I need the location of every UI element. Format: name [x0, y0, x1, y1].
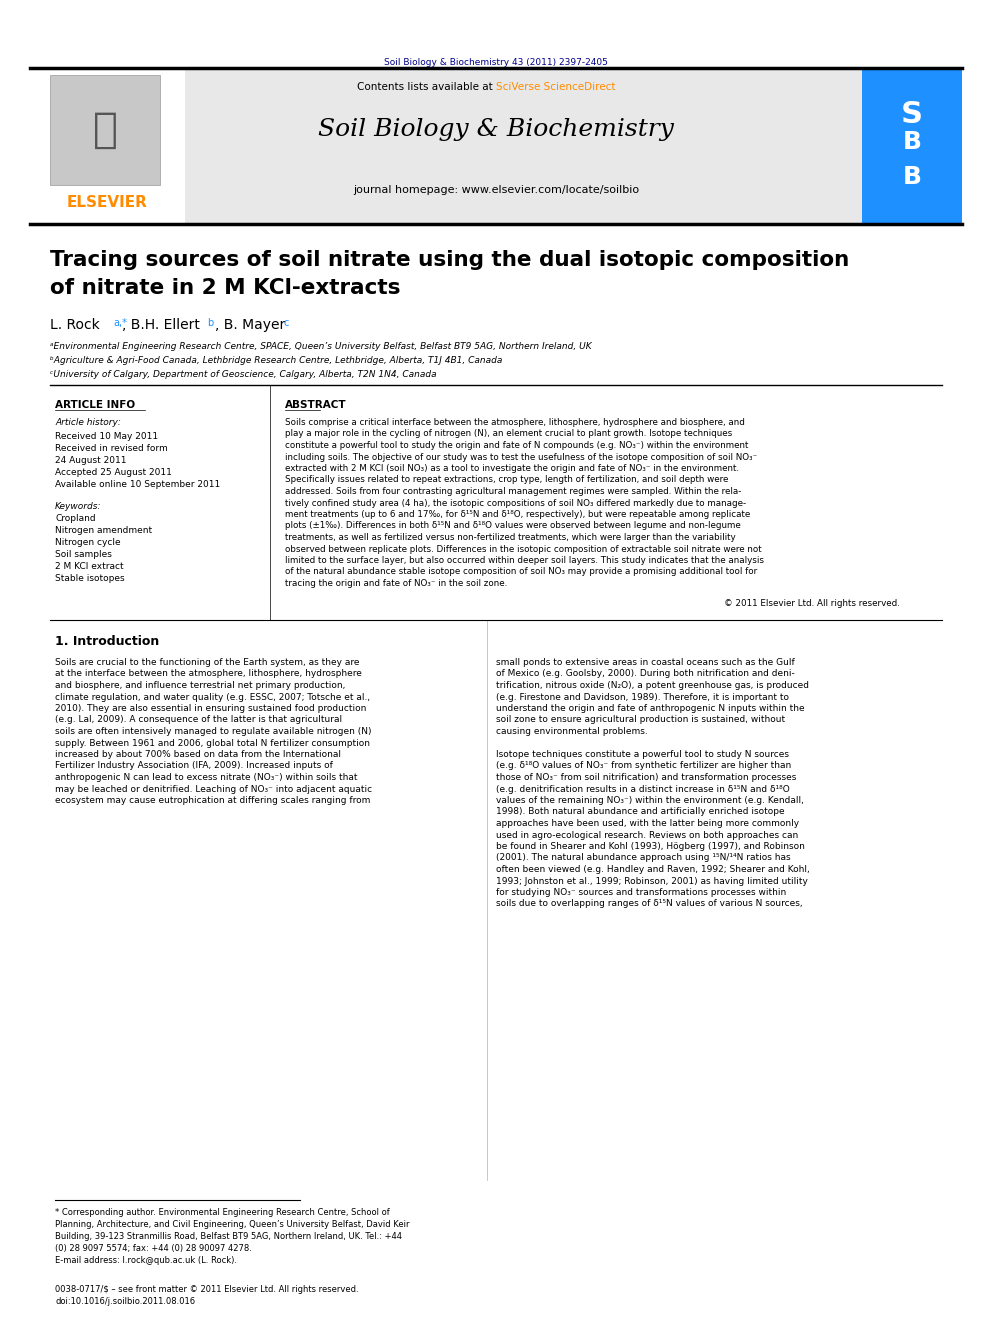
Text: Nitrogen amendment: Nitrogen amendment	[55, 527, 152, 534]
Text: L. Rock: L. Rock	[50, 318, 100, 332]
Text: , B.H. Ellert: , B.H. Ellert	[122, 318, 199, 332]
Text: journal homepage: www.elsevier.com/locate/soilbio: journal homepage: www.elsevier.com/locat…	[353, 185, 639, 194]
Text: Soil samples: Soil samples	[55, 550, 112, 560]
Text: small ponds to extensive areas in coastal oceans such as the Gulf: small ponds to extensive areas in coasta…	[496, 658, 795, 667]
Text: Keywords:: Keywords:	[55, 501, 101, 511]
Text: limited to the surface layer, but also occurred within deeper soil layers. This : limited to the surface layer, but also o…	[285, 556, 764, 565]
Text: © 2011 Elsevier Ltd. All rights reserved.: © 2011 Elsevier Ltd. All rights reserved…	[724, 598, 900, 607]
Text: Stable isotopes: Stable isotopes	[55, 574, 125, 583]
Text: ARTICLE INFO: ARTICLE INFO	[55, 400, 135, 410]
Text: ᵃEnvironmental Engineering Research Centre, SPACE, Queen’s University Belfast, B: ᵃEnvironmental Engineering Research Cent…	[50, 343, 591, 351]
Text: Contents lists available at: Contents lists available at	[357, 82, 496, 93]
Text: soils are often intensively managed to regulate available nitrogen (N): soils are often intensively managed to r…	[55, 728, 371, 736]
Text: 🌳: 🌳	[92, 108, 117, 151]
Text: Accepted 25 August 2011: Accepted 25 August 2011	[55, 468, 172, 478]
Text: Soil Biology & Biochemistry: Soil Biology & Biochemistry	[318, 118, 674, 142]
Text: (0) 28 9097 5574; fax: +44 (0) 28 90097 4278.: (0) 28 9097 5574; fax: +44 (0) 28 90097 …	[55, 1244, 252, 1253]
Text: a,*: a,*	[113, 318, 127, 328]
Text: Received 10 May 2011: Received 10 May 2011	[55, 433, 158, 441]
Text: play a major role in the cycling of nitrogen (N), an element crucial to plant gr: play a major role in the cycling of nitr…	[285, 430, 732, 438]
Text: increased by about 700% based on data from the International: increased by about 700% based on data fr…	[55, 750, 341, 759]
Text: (e.g. Firestone and Davidson, 1989). Therefore, it is important to: (e.g. Firestone and Davidson, 1989). The…	[496, 692, 789, 701]
Text: 1. Introduction: 1. Introduction	[55, 635, 160, 648]
FancyBboxPatch shape	[30, 69, 185, 224]
Text: ELSEVIER: ELSEVIER	[66, 194, 148, 210]
Text: treatments, as well as fertilized versus non-fertilized treatments, which were l: treatments, as well as fertilized versus…	[285, 533, 736, 542]
FancyBboxPatch shape	[862, 69, 962, 224]
Text: SciVerse ScienceDirect: SciVerse ScienceDirect	[496, 82, 615, 93]
Text: ABSTRACT: ABSTRACT	[285, 400, 346, 410]
Text: 1993; Johnston et al., 1999; Robinson, 2001) as having limited utility: 1993; Johnston et al., 1999; Robinson, 2…	[496, 877, 807, 885]
Text: b: b	[207, 318, 213, 328]
Text: 24 August 2011: 24 August 2011	[55, 456, 127, 464]
Text: constitute a powerful tool to study the origin and fate of N compounds (e.g. NO₃: constitute a powerful tool to study the …	[285, 441, 748, 450]
Text: plots (±1‰). Differences in both δ¹⁵N and δ¹⁸O values were observed between legu: plots (±1‰). Differences in both δ¹⁵N an…	[285, 521, 741, 531]
Text: Fertilizer Industry Association (IFA, 2009). Increased inputs of: Fertilizer Industry Association (IFA, 20…	[55, 762, 333, 770]
Text: Received in revised form: Received in revised form	[55, 445, 168, 452]
Text: (e.g. denitrification results in a distinct increase in δ¹⁵N and δ¹⁸O: (e.g. denitrification results in a disti…	[496, 785, 790, 794]
Text: B: B	[903, 130, 922, 153]
Text: 0038-0717/$ – see front matter © 2011 Elsevier Ltd. All rights reserved.: 0038-0717/$ – see front matter © 2011 El…	[55, 1285, 359, 1294]
Text: and biosphere, and influence terrestrial net primary production,: and biosphere, and influence terrestrial…	[55, 681, 345, 691]
Text: Article history:: Article history:	[55, 418, 121, 427]
Text: of Mexico (e.g. Goolsby, 2000). During both nitrification and deni-: of Mexico (e.g. Goolsby, 2000). During b…	[496, 669, 795, 679]
Text: (e.g. Lal, 2009). A consequence of the latter is that agricultural: (e.g. Lal, 2009). A consequence of the l…	[55, 716, 342, 725]
Text: Available online 10 September 2011: Available online 10 September 2011	[55, 480, 220, 490]
Text: c: c	[283, 318, 289, 328]
Text: approaches have been used, with the latter being more commonly: approaches have been used, with the latt…	[496, 819, 800, 828]
Text: including soils. The objective of our study was to test the usefulness of the is: including soils. The objective of our st…	[285, 452, 757, 462]
Text: extracted with 2 M KCl (soil NO₃) as a tool to investigate the origin and fate o: extracted with 2 M KCl (soil NO₃) as a t…	[285, 464, 739, 474]
Text: supply. Between 1961 and 2006, global total N fertilizer consumption: supply. Between 1961 and 2006, global to…	[55, 738, 370, 747]
Text: of the natural abundance stable isotope composition of soil NO₃ may provide a pr: of the natural abundance stable isotope …	[285, 568, 757, 577]
Text: Cropland: Cropland	[55, 515, 95, 523]
Text: tracing the origin and fate of NO₃⁻ in the soil zone.: tracing the origin and fate of NO₃⁻ in t…	[285, 579, 507, 587]
Text: often been viewed (e.g. Handley and Raven, 1992; Shearer and Kohl,: often been viewed (e.g. Handley and Rave…	[496, 865, 809, 875]
Text: (2001). The natural abundance approach using ¹⁵N/¹⁴N ratios has: (2001). The natural abundance approach u…	[496, 853, 791, 863]
Text: B: B	[903, 165, 922, 189]
Text: may be leached or denitrified. Leaching of NO₃⁻ into adjacent aquatic: may be leached or denitrified. Leaching …	[55, 785, 372, 794]
Text: be found in Shearer and Kohl (1993), Högberg (1997), and Robinson: be found in Shearer and Kohl (1993), Hög…	[496, 841, 805, 851]
Text: 2010). They are also essential in ensuring sustained food production: 2010). They are also essential in ensuri…	[55, 704, 366, 713]
Text: soils due to overlapping ranges of δ¹⁵N values of various N sources,: soils due to overlapping ranges of δ¹⁵N …	[496, 900, 803, 909]
Text: anthropogenic N can lead to excess nitrate (NO₃⁻) within soils that: anthropogenic N can lead to excess nitra…	[55, 773, 357, 782]
Text: trification, nitrous oxide (N₂O), a potent greenhouse gas, is produced: trification, nitrous oxide (N₂O), a pote…	[496, 681, 809, 691]
Text: Nitrogen cycle: Nitrogen cycle	[55, 538, 121, 546]
Text: 1998). Both natural abundance and artificially enriched isotope: 1998). Both natural abundance and artifi…	[496, 807, 785, 816]
Text: soil zone to ensure agricultural production is sustained, without: soil zone to ensure agricultural product…	[496, 716, 785, 725]
Text: tively confined study area (4 ha), the isotopic compositions of soil NO₃ differe: tively confined study area (4 ha), the i…	[285, 499, 746, 508]
Text: for studying NO₃⁻ sources and transformations processes within: for studying NO₃⁻ sources and transforma…	[496, 888, 787, 897]
Text: (e.g. δ¹⁸O values of NO₃⁻ from synthetic fertilizer are higher than: (e.g. δ¹⁸O values of NO₃⁻ from synthetic…	[496, 762, 792, 770]
Text: used in agro-ecological research. Reviews on both approaches can: used in agro-ecological research. Review…	[496, 831, 799, 840]
Text: understand the origin and fate of anthropogenic N inputs within the: understand the origin and fate of anthro…	[496, 704, 805, 713]
Text: climate regulation, and water quality (e.g. ESSC, 2007; Totsche et al.,: climate regulation, and water quality (e…	[55, 692, 370, 701]
Text: causing environmental problems.: causing environmental problems.	[496, 728, 648, 736]
Text: Building, 39-123 Stranmillis Road, Belfast BT9 5AG, Northern Ireland, UK. Tel.: : Building, 39-123 Stranmillis Road, Belfa…	[55, 1232, 402, 1241]
Text: ment treatments (up to 6 and 17‰, for δ¹⁵N and δ¹⁸O, respectively), but were rep: ment treatments (up to 6 and 17‰, for δ¹…	[285, 509, 750, 519]
Text: of nitrate in 2 M KCl-extracts: of nitrate in 2 M KCl-extracts	[50, 278, 401, 298]
Text: those of NO₃⁻ from soil nitrification) and transformation processes: those of NO₃⁻ from soil nitrification) a…	[496, 773, 797, 782]
Text: observed between replicate plots. Differences in the isotopic composition of ext: observed between replicate plots. Differ…	[285, 545, 762, 553]
FancyBboxPatch shape	[50, 75, 160, 185]
Text: values of the remaining NO₃⁻) within the environment (e.g. Kendall,: values of the remaining NO₃⁻) within the…	[496, 796, 804, 804]
Text: Soils are crucial to the functioning of the Earth system, as they are: Soils are crucial to the functioning of …	[55, 658, 359, 667]
Text: * Corresponding author. Environmental Engineering Research Centre, School of: * Corresponding author. Environmental En…	[55, 1208, 390, 1217]
Text: 2 M KCl extract: 2 M KCl extract	[55, 562, 124, 572]
Text: , B. Mayer: , B. Mayer	[215, 318, 286, 332]
Text: Planning, Architecture, and Civil Engineering, Queen’s University Belfast, David: Planning, Architecture, and Civil Engine…	[55, 1220, 410, 1229]
Text: doi:10.1016/j.soilbio.2011.08.016: doi:10.1016/j.soilbio.2011.08.016	[55, 1297, 195, 1306]
Text: ᵇAgriculture & Agri-Food Canada, Lethbridge Research Centre, Lethbridge, Alberta: ᵇAgriculture & Agri-Food Canada, Lethbri…	[50, 356, 502, 365]
Text: Soils comprise a critical interface between the atmosphere, lithosphere, hydrosp: Soils comprise a critical interface betw…	[285, 418, 745, 427]
Text: S: S	[901, 101, 923, 130]
Text: Specifically issues related to repeat extractions, crop type, length of fertiliz: Specifically issues related to repeat ex…	[285, 475, 728, 484]
Text: Tracing sources of soil nitrate using the dual isotopic composition: Tracing sources of soil nitrate using th…	[50, 250, 849, 270]
FancyBboxPatch shape	[30, 69, 862, 224]
Text: addressed. Soils from four contrasting agricultural management regimes were samp: addressed. Soils from four contrasting a…	[285, 487, 741, 496]
Text: at the interface between the atmosphere, lithosphere, hydrosphere: at the interface between the atmosphere,…	[55, 669, 362, 679]
Text: Isotope techniques constitute a powerful tool to study N sources: Isotope techniques constitute a powerful…	[496, 750, 789, 759]
Text: Soil Biology & Biochemistry 43 (2011) 2397-2405: Soil Biology & Biochemistry 43 (2011) 23…	[384, 58, 608, 67]
Text: ᶜUniversity of Calgary, Department of Geoscience, Calgary, Alberta, T2N 1N4, Can: ᶜUniversity of Calgary, Department of Ge…	[50, 370, 436, 378]
Text: ecosystem may cause eutrophication at differing scales ranging from: ecosystem may cause eutrophication at di…	[55, 796, 370, 804]
Text: E-mail address: l.rock@qub.ac.uk (L. Rock).: E-mail address: l.rock@qub.ac.uk (L. Roc…	[55, 1256, 237, 1265]
